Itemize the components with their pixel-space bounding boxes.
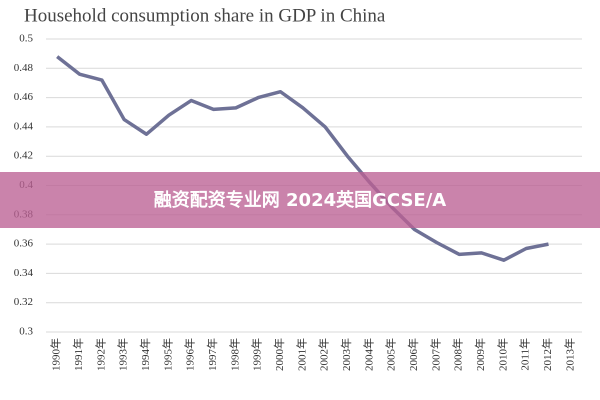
x-tick-label: 2008年 [451,338,465,371]
y-tick-label: 0.5 [19,33,33,45]
x-tick-label: 1997年 [205,338,219,371]
banner-band [0,172,600,228]
y-tick-label: 0.36 [14,238,34,250]
y-tick-label: 0.34 [14,267,34,279]
chart-title: Household consumption share in GDP in Ch… [24,5,386,26]
y-tick-label: 0.3 [19,326,33,338]
x-tick-label: 1995年 [160,338,174,371]
x-tick-label: 2010年 [495,338,509,371]
x-tick-label: 2012年 [540,338,554,371]
x-tick-label: 1993年 [116,338,130,371]
x-tick-label: 1990年 [49,338,63,371]
x-tick-label: 2011年 [518,338,532,371]
x-tick-label: 2005年 [384,338,398,371]
x-tick-label: 2013年 [562,338,576,371]
banner-text: 融资配资专业网 2024英国GCSE/A [154,189,447,211]
x-tick-label: 1998年 [227,338,241,371]
y-tick-label: 0.46 [14,91,34,103]
x-tick-label: 1991年 [71,338,85,371]
y-tick-label: 0.44 [14,120,34,132]
x-tick-label: 2009年 [473,338,487,371]
x-tick-label: 2002年 [317,338,331,371]
x-tick-label: 2006年 [406,338,420,371]
x-tick-label: 1996年 [183,338,197,371]
x-tick-label: 2007年 [428,338,442,371]
y-tick-label: 0.32 [14,296,33,308]
x-tick-label: 2004年 [361,338,375,371]
x-tick-label: 2000年 [272,338,286,371]
x-tick-label: 1994年 [138,338,152,371]
x-tick-label: 2003年 [339,338,353,371]
x-tick-label: 2001年 [294,338,308,371]
x-tick-label: 1999年 [250,338,264,371]
x-tick-label: 1992年 [93,338,107,371]
data-line [56,55,549,262]
y-tick-label: 0.48 [14,62,34,74]
y-tick-label: 0.42 [14,150,33,162]
